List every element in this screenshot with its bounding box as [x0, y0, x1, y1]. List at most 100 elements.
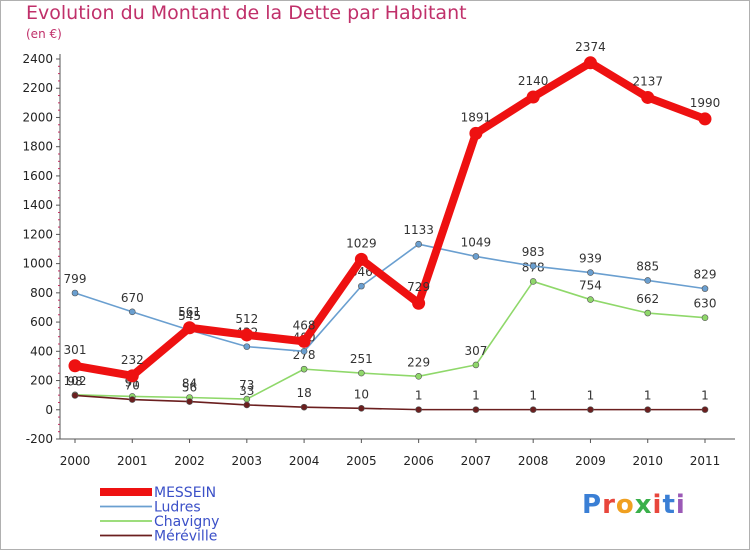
data-point: [469, 126, 483, 140]
data-point: [186, 398, 193, 405]
data-label: 662: [636, 292, 659, 306]
data-point: [243, 343, 251, 350]
legend-label-messein: MESSEIN: [154, 485, 216, 501]
data-point: [240, 328, 254, 342]
data-point: [128, 396, 136, 403]
x-tick-label: 2000: [60, 454, 91, 468]
x-tick-label: 2005: [346, 454, 377, 468]
y-tick-label: 1000: [22, 257, 53, 271]
y-tick-label: -200: [26, 432, 53, 446]
data-point: [529, 278, 537, 285]
x-tick-label: 2003: [232, 454, 263, 468]
data-label: 33: [239, 384, 254, 398]
data-point: [300, 348, 308, 355]
data-label: 670: [121, 291, 144, 305]
data-point: [358, 282, 365, 290]
data-label: 754: [579, 279, 602, 293]
data-point: [701, 314, 709, 321]
x-tick-label: 2006: [403, 454, 434, 468]
data-label: 251: [350, 352, 373, 366]
data-point: [415, 406, 422, 413]
x-tick-label: 2008: [518, 454, 549, 468]
data-label: 10: [354, 387, 369, 401]
data-label: 307: [464, 344, 487, 358]
data-point: [701, 406, 709, 413]
data-label: 729: [407, 280, 430, 294]
y-tick-label: 200: [30, 374, 53, 388]
data-point: [71, 392, 79, 399]
data-point: [472, 253, 480, 260]
y-tick-label: 1600: [22, 169, 53, 183]
data-label: 18: [296, 386, 311, 400]
data-label: 630: [694, 297, 717, 311]
proxiti-logo: Proxiti: [582, 490, 686, 520]
y-tick-label: 1200: [22, 227, 53, 241]
data-label: 561: [178, 305, 201, 319]
x-tick-label: 2001: [117, 454, 148, 468]
series-line-ludres: [74, 243, 706, 353]
data-label: 829: [694, 268, 717, 282]
x-tick-label: 2002: [174, 454, 205, 468]
y-tick-label: 600: [30, 315, 53, 329]
data-point: [583, 56, 597, 70]
y-tick-label: 400: [30, 344, 53, 358]
data-label: 1: [587, 389, 595, 403]
data-point: [644, 406, 652, 413]
legend-label-méréville: Méréville: [154, 529, 217, 545]
data-label: 1: [472, 389, 480, 403]
x-tick-label: 2010: [632, 454, 663, 468]
x-tick-label: 2011: [690, 454, 721, 468]
y-tick-label: 0: [45, 403, 53, 417]
data-label: 73: [239, 378, 254, 392]
data-point: [529, 262, 537, 270]
data-point: [698, 112, 712, 126]
data-point: [243, 401, 251, 409]
data-label: 1891: [461, 110, 492, 124]
data-point: [587, 406, 594, 413]
chart-title: Evolution du Montant de la Dette par Hab…: [26, 2, 467, 24]
data-point: [587, 269, 594, 276]
data-label: 2140: [518, 74, 549, 88]
data-label: 98: [67, 374, 82, 388]
data-point: [412, 296, 426, 310]
data-label: 1133: [403, 223, 434, 237]
data-point: [526, 90, 540, 104]
data-label: 1: [644, 389, 652, 403]
series-line-méréville: [74, 394, 706, 411]
y-tick-label: 2000: [22, 110, 53, 124]
data-point: [297, 334, 311, 348]
data-point: [472, 361, 480, 369]
data-label: 885: [636, 259, 659, 273]
data-label: 1049: [461, 235, 492, 249]
x-tick-label: 2007: [461, 454, 492, 468]
y-tick-label: 1400: [22, 198, 53, 212]
data-label: 1029: [346, 236, 377, 250]
data-point: [354, 252, 368, 266]
data-label: 70: [125, 379, 140, 393]
data-point: [644, 277, 652, 284]
data-point: [472, 406, 480, 413]
x-tick-label: 2009: [575, 454, 606, 468]
y-tick-label: 2400: [22, 52, 53, 66]
data-label: 56: [182, 381, 197, 395]
legend-label-ludres: Ludres: [154, 500, 201, 516]
data-point: [183, 321, 197, 335]
data-label: 2137: [632, 74, 663, 88]
data-label: 983: [522, 245, 545, 259]
series-line-messein: [71, 58, 709, 380]
data-label: 545: [178, 309, 201, 323]
data-label: 512: [235, 312, 258, 326]
data-point: [587, 296, 594, 303]
data-label: 229: [407, 355, 430, 369]
series-line-chavigny: [74, 280, 706, 400]
data-point: [358, 405, 365, 412]
legend-label-chavigny: Chavigny: [154, 514, 219, 530]
data-point: [300, 365, 308, 373]
data-point: [300, 403, 308, 411]
x-tick-label: 2004: [289, 454, 320, 468]
data-label: 2374: [575, 40, 606, 54]
data-label: 102: [64, 374, 87, 388]
data-point: [529, 406, 537, 413]
data-point: [128, 308, 136, 316]
